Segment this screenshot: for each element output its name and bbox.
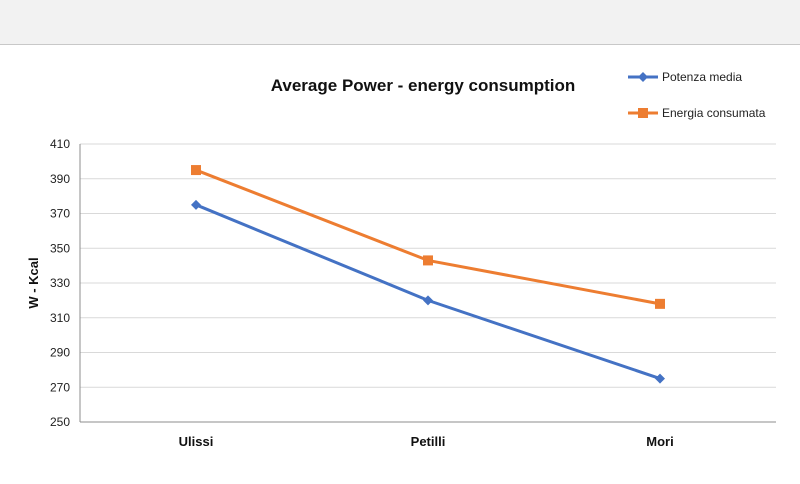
y-tick-label: 270	[50, 380, 70, 394]
legend: Potenza media Energia consumata	[628, 70, 766, 120]
x-category-labels: Ulissi Petilli Mori	[179, 434, 674, 449]
legend-marker	[638, 72, 648, 82]
top-band	[0, 0, 800, 45]
legend-label: Potenza media	[662, 70, 742, 84]
y-tick-label: 350	[50, 241, 70, 255]
legend-label: Energia consumata	[662, 106, 766, 120]
y-axis-title: W - Kcal	[26, 257, 41, 308]
data-series	[191, 165, 665, 384]
x-category-label: Mori	[646, 434, 673, 449]
axes	[79, 144, 776, 423]
series-line-1	[195, 168, 661, 306]
data-point	[423, 295, 433, 306]
y-tick-label: 330	[50, 276, 70, 290]
y-tick-label: 390	[50, 172, 70, 186]
data-point	[191, 165, 201, 176]
data-point	[655, 298, 665, 309]
chart-title: Average Power - energy consumption	[271, 76, 576, 95]
data-point	[655, 373, 665, 384]
data-point	[423, 255, 433, 266]
y-tick-label: 410	[50, 137, 70, 151]
x-category-label: Ulissi	[179, 434, 214, 449]
y-tick-label: 290	[50, 346, 70, 360]
y-tick-labels: 250 270 290 310 330 350 370 390 410	[50, 137, 70, 429]
y-tick-label: 250	[50, 415, 70, 429]
y-tick-label: 310	[50, 311, 70, 325]
y-tick-label: 370	[50, 207, 70, 221]
data-point	[191, 199, 201, 210]
x-category-label: Petilli	[411, 434, 446, 449]
legend-marker	[638, 108, 648, 118]
gridlines	[80, 143, 776, 388]
